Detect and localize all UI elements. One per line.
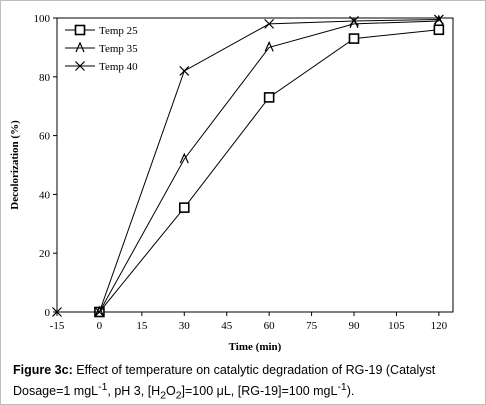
data-point (179, 152, 189, 164)
caption-text: ). (346, 384, 355, 399)
caption-sub: 2 (160, 390, 166, 402)
data-point (433, 24, 445, 36)
y-tick-label: 80 (39, 72, 51, 84)
data-point (179, 65, 190, 76)
x-tick-label: 45 (221, 320, 233, 332)
data-point (349, 16, 359, 26)
x-tick-label: 60 (264, 320, 276, 332)
data-point (349, 17, 359, 29)
legend-label: Temp 25 (99, 25, 138, 37)
y-tick-label: 40 (39, 189, 51, 201)
x-tick-label: 105 (388, 320, 405, 332)
series-line (98, 20, 439, 313)
legend-marker (74, 24, 86, 36)
legend-label: Temp 40 (99, 61, 138, 73)
y-tick-label: 0 (45, 307, 51, 319)
caption-sub: 2 (175, 390, 182, 402)
caption-text: , pH 3, [H (107, 384, 161, 399)
x-tick-label: -15 (50, 320, 65, 332)
caption-text: Effect of temperature on catalytic degra… (13, 363, 436, 399)
plot-frame (56, 17, 454, 313)
data-point (94, 307, 105, 317)
caption-text: ]=100 μL, [RG-19]=100 mgL (181, 384, 338, 399)
series-x (52, 14, 444, 317)
data-point (264, 18, 275, 29)
series-line (57, 18, 439, 313)
legend-label: Temp 35 (99, 43, 138, 55)
figure-caption: Figure 3c: Effect of temperature on cata… (13, 362, 477, 405)
data-point (263, 92, 275, 103)
series-triangle (94, 14, 444, 317)
data-point (52, 307, 62, 317)
caption-sup: -1 (98, 382, 108, 393)
legend-marker (75, 61, 85, 71)
y-tick-label: 60 (39, 131, 51, 143)
y-tick-label: 100 (34, 13, 51, 25)
x-tick-label: 75 (306, 320, 318, 332)
x-tick-label: 90 (349, 320, 361, 332)
caption-text: O (166, 384, 176, 399)
series-line (99, 29, 439, 313)
data-point (348, 33, 360, 44)
x-tick-label: 30 (179, 320, 191, 332)
caption-sup: -1 (337, 382, 347, 393)
series-square (94, 24, 445, 318)
caption-label: Figure 3c: (13, 363, 73, 377)
data-point (264, 40, 274, 52)
x-tick-label: 0 (97, 320, 103, 332)
data-point (94, 305, 104, 317)
legend: Temp 25 Temp 35 Temp 40 (65, 24, 138, 73)
data-point (433, 14, 444, 25)
y-tick-label: 20 (39, 248, 51, 260)
data-point (178, 202, 190, 213)
x-tick-label: 15 (136, 320, 148, 332)
y-axis-title: Decolorization (%) (9, 120, 21, 210)
x-axis-title: Time (min) (229, 341, 282, 353)
x-tick-label: 120 (431, 320, 448, 332)
legend-marker (75, 41, 85, 53)
